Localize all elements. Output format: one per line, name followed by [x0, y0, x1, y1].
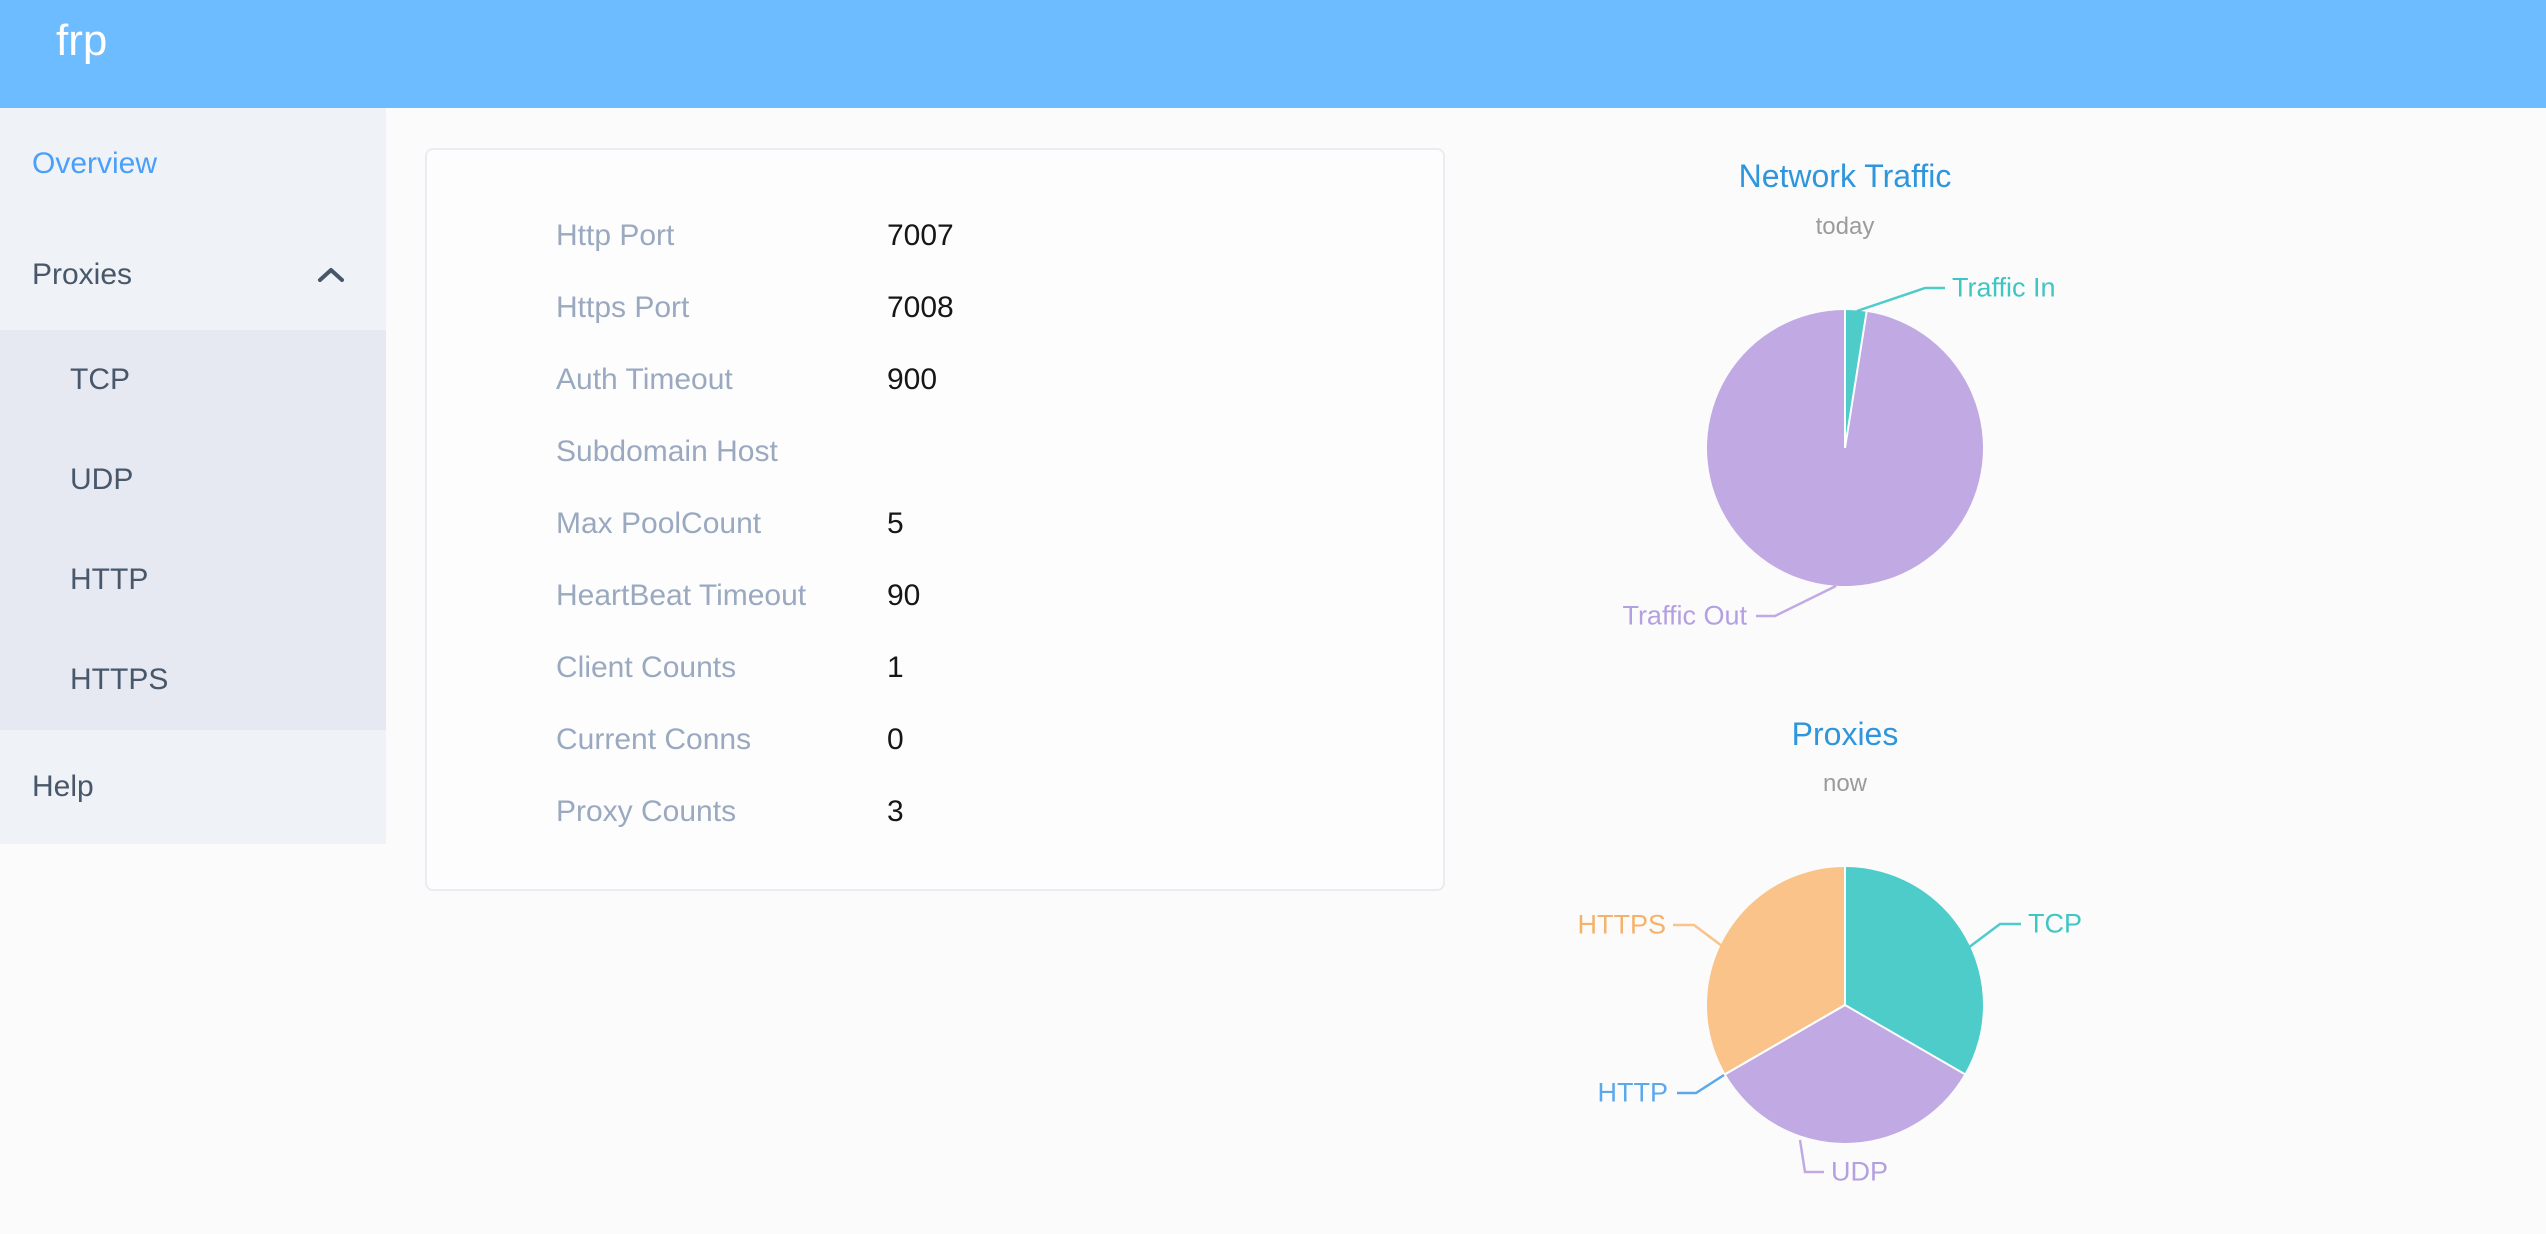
chevron-up-icon	[318, 268, 344, 282]
app-logo: frp	[56, 16, 108, 65]
config-label: HeartBeat Timeout	[556, 579, 807, 612]
proxies-chart-subtitle: now	[1822, 770, 1868, 797]
proxies-submenu: TCP UDP HTTP HTTPS	[0, 330, 386, 730]
config-label: Proxy Counts	[556, 795, 737, 828]
sidebar-item-https[interactable]: HTTPS	[0, 630, 386, 730]
sidebar-tcp-label: TCP	[70, 363, 130, 396]
network-traffic-title: Network Traffic	[1738, 158, 1952, 194]
config-value: 5	[887, 507, 904, 540]
config-value: 1	[887, 651, 904, 684]
config-label: Auth Timeout	[556, 363, 733, 396]
pie-label-udp: UDP	[1831, 1156, 1889, 1187]
proxies-chart-title: Proxies	[1791, 716, 1899, 752]
server-config-card: Http Port 7007 Https Port 7008 Auth Time…	[425, 148, 1445, 891]
pie-leader-udp	[1798, 1139, 1824, 1174]
pie-leader-traffic-in	[1856, 286, 1945, 313]
sidebar-overview-label: Overview	[32, 147, 158, 180]
sidebar-proxies-label: Proxies	[32, 258, 133, 291]
config-row-max-poolcount: Max PoolCount 5	[427, 488, 1443, 560]
config-row-https-port: Https Port 7008	[427, 272, 1443, 344]
sidebar-help-label: Help	[32, 769, 94, 803]
config-label: Client Counts	[556, 651, 737, 684]
config-value: 90	[887, 579, 921, 612]
config-row-proxy-counts: Proxy Counts 3	[427, 776, 1443, 848]
pie-leader-http	[1677, 1073, 1725, 1095]
config-label: Https Port	[556, 291, 690, 324]
sidebar-item-http[interactable]: HTTP	[0, 530, 386, 630]
config-value: 3	[887, 795, 904, 828]
sidebar-http-label: HTTP	[70, 563, 149, 596]
config-row-heartbeat-timeout: HeartBeat Timeout 90	[427, 560, 1443, 632]
config-value: 7008	[887, 291, 954, 324]
app-header: frp	[0, 0, 2546, 108]
pie-label-https: HTTPS	[1577, 909, 1666, 940]
config-label: Max PoolCount	[556, 507, 762, 540]
pie-label-traffic-out: Traffic Out	[1622, 600, 1747, 631]
pie-leader-traffic-out	[1756, 584, 1837, 618]
sidebar-item-udp[interactable]: UDP	[0, 430, 386, 530]
pie-label-http: HTTP	[1597, 1077, 1669, 1108]
config-row-current-conns: Current Conns 0	[427, 704, 1443, 776]
sidebar-item-tcp[interactable]: TCP	[0, 330, 386, 430]
config-value: 0	[887, 723, 904, 756]
sidebar-item-proxies[interactable]: Proxies	[0, 220, 386, 330]
config-label: Current Conns	[556, 723, 752, 756]
pie-label-tcp: TCP	[2028, 908, 2082, 939]
config-value: 900	[887, 363, 938, 396]
config-row-client-counts: Client Counts 1	[427, 632, 1443, 704]
server-config-rows: Http Port 7007 Https Port 7008 Auth Time…	[427, 200, 1443, 848]
network-traffic-subtitle: today	[1815, 213, 1875, 240]
sidebar-item-overview[interactable]: Overview	[0, 108, 386, 220]
pie-leader-https	[1673, 923, 1723, 947]
sidebar-item-help[interactable]: Help	[0, 730, 386, 843]
config-label: Http Port	[556, 219, 675, 252]
config-row-auth-timeout: Auth Timeout 900	[427, 344, 1443, 416]
pie-slice-traffic-out[interactable]	[1707, 310, 1983, 586]
config-label: Subdomain Host	[556, 435, 778, 468]
config-row-subdomain-host: Subdomain Host	[427, 416, 1443, 488]
sidebar-https-label: HTTPS	[70, 663, 169, 696]
sidebar: Overview Proxies TCP UDP HTTP HTTPS Help	[0, 108, 386, 844]
config-row-http-port: Http Port 7007	[427, 200, 1443, 272]
config-value: 7007	[887, 219, 954, 252]
pie-label-traffic-in: Traffic In	[1952, 272, 2056, 303]
sidebar-udp-label: UDP	[70, 463, 134, 496]
pie-leader-tcp	[1967, 922, 2021, 949]
